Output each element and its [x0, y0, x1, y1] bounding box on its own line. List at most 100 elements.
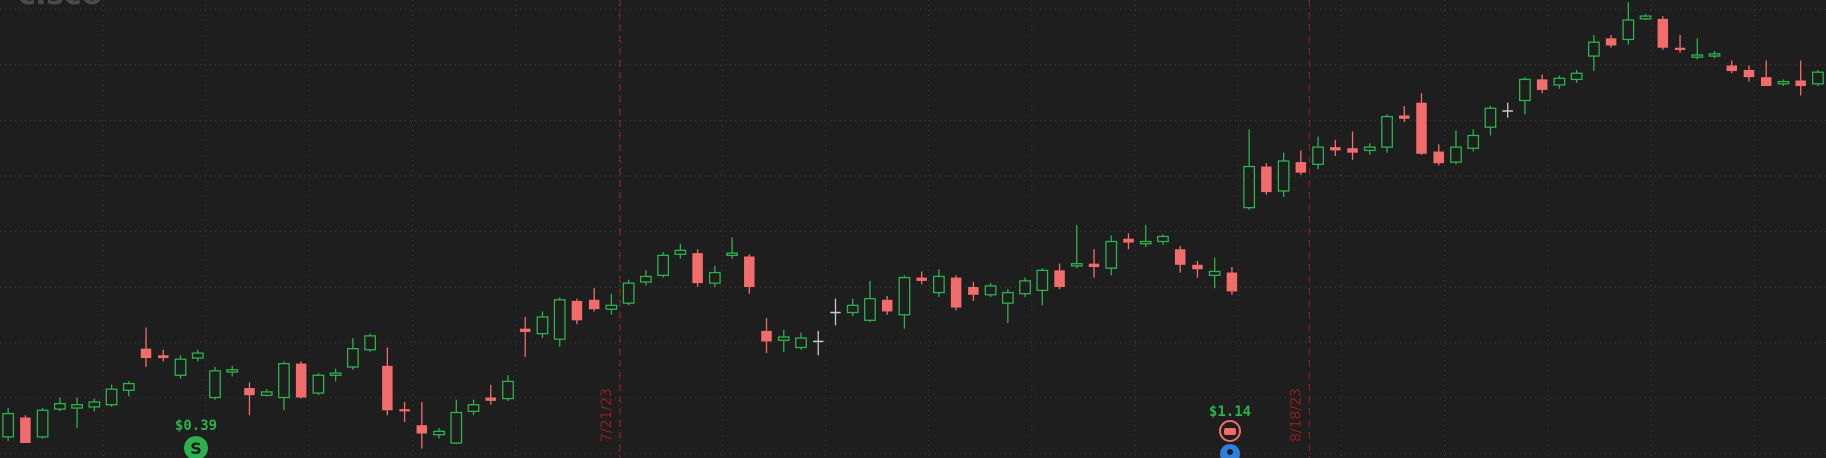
candle-body: [984, 285, 997, 296]
candle-body: [726, 252, 738, 257]
candle-body: [502, 380, 514, 400]
candle-body: [553, 299, 566, 340]
candle-body: [744, 256, 755, 288]
candle-body: [519, 328, 531, 332]
candle-body: [1330, 147, 1341, 151]
candle-body: [53, 402, 66, 410]
candle-body: [1484, 107, 1497, 128]
candle-body: [416, 425, 428, 434]
candle-body: [364, 335, 377, 351]
earnings-icon-glyph: [1224, 428, 1236, 435]
candle-body: [1226, 272, 1238, 292]
candle-body: [536, 316, 549, 335]
dividend-icon[interactable]: [184, 436, 208, 458]
candle-body: [1812, 71, 1824, 85]
candle-body: [1553, 77, 1566, 86]
candle-body: [20, 417, 31, 444]
candle-body: [1622, 19, 1635, 41]
candle-body: [1139, 240, 1152, 245]
candle-body: [1123, 238, 1134, 243]
candle-body: [777, 336, 790, 341]
candle-body: [1312, 146, 1324, 165]
candle-body: [329, 372, 342, 376]
candle-body: [1208, 270, 1221, 277]
candle-body: [795, 337, 807, 349]
candle-body: [1001, 291, 1014, 304]
candle-body: [278, 362, 290, 399]
candle-body: [932, 275, 945, 294]
candle-body: [692, 253, 703, 284]
candle-body: [158, 355, 169, 359]
candle-body: [346, 347, 359, 368]
candle-body: [1639, 15, 1652, 20]
candle-body: [1657, 18, 1669, 48]
candle-body: [1363, 146, 1376, 152]
candle-body: [968, 287, 979, 295]
candle-body: [950, 277, 962, 308]
earnings-label: $1.14: [1209, 404, 1251, 420]
candle-body: [622, 282, 635, 304]
candle-body: [191, 352, 204, 359]
candle-body: [1157, 235, 1169, 243]
candle-body: [450, 411, 463, 444]
candle-body: [1054, 270, 1065, 288]
candle-body: [485, 397, 497, 401]
candle-body: [1605, 38, 1617, 46]
candle-body: [588, 299, 600, 310]
candle-body: [846, 304, 859, 314]
candle-body: [209, 370, 221, 399]
candle-body: [1070, 263, 1083, 267]
candle-body: [467, 404, 480, 413]
candle-body: [122, 382, 135, 391]
candle-body: [864, 298, 876, 321]
chart-title: cisco: [18, 0, 102, 12]
candle-body: [1277, 160, 1290, 192]
candle-body: [657, 254, 670, 277]
candle-body: [226, 369, 239, 373]
candle-body: [140, 348, 152, 359]
candle-body: [1467, 134, 1480, 149]
candle-body: [433, 430, 445, 436]
candle-body: [105, 388, 118, 406]
candle-body: [1174, 249, 1186, 265]
dividend-label: $0.39: [175, 418, 217, 434]
candle-body: [1295, 162, 1307, 173]
candle-body: [1105, 240, 1118, 269]
candle-body: [1536, 79, 1548, 90]
candle-body: [312, 374, 325, 394]
candle-body: [674, 249, 687, 255]
candle-body: [1674, 47, 1686, 50]
candle-body: [295, 363, 307, 398]
candle-body: [898, 276, 911, 316]
candle-body: [399, 409, 410, 412]
candle-body: [174, 358, 187, 376]
candle-body: [1036, 269, 1049, 291]
candle-body: [1019, 280, 1031, 295]
candle-body: [88, 401, 101, 408]
candle-body: [881, 299, 893, 312]
candle-body: [1450, 146, 1462, 163]
candle-body: [1088, 263, 1100, 268]
candle-body: [708, 271, 721, 284]
candle-body: [605, 304, 618, 310]
event-icon-glyph: [1227, 449, 1233, 455]
candle-body: [1192, 264, 1203, 270]
candle-body: [244, 388, 255, 396]
candle-body: [1777, 80, 1790, 85]
candle-body: [1691, 54, 1704, 58]
candle-body: [761, 330, 772, 342]
candle-body: [1726, 65, 1737, 72]
candle-body: [1381, 115, 1393, 148]
candle-body: [71, 404, 83, 409]
candle-body: [1743, 69, 1755, 78]
candle-body: [1399, 115, 1410, 119]
candle-body: [571, 300, 583, 321]
date-label: 8/18/23: [1288, 388, 1304, 442]
candle-body: [1795, 80, 1806, 87]
candle-body: [1519, 78, 1531, 102]
candle-body: [1347, 148, 1358, 153]
candle-body: [639, 275, 652, 283]
dividend-icon-glyph: S: [190, 439, 202, 458]
candle-body: [382, 365, 393, 411]
